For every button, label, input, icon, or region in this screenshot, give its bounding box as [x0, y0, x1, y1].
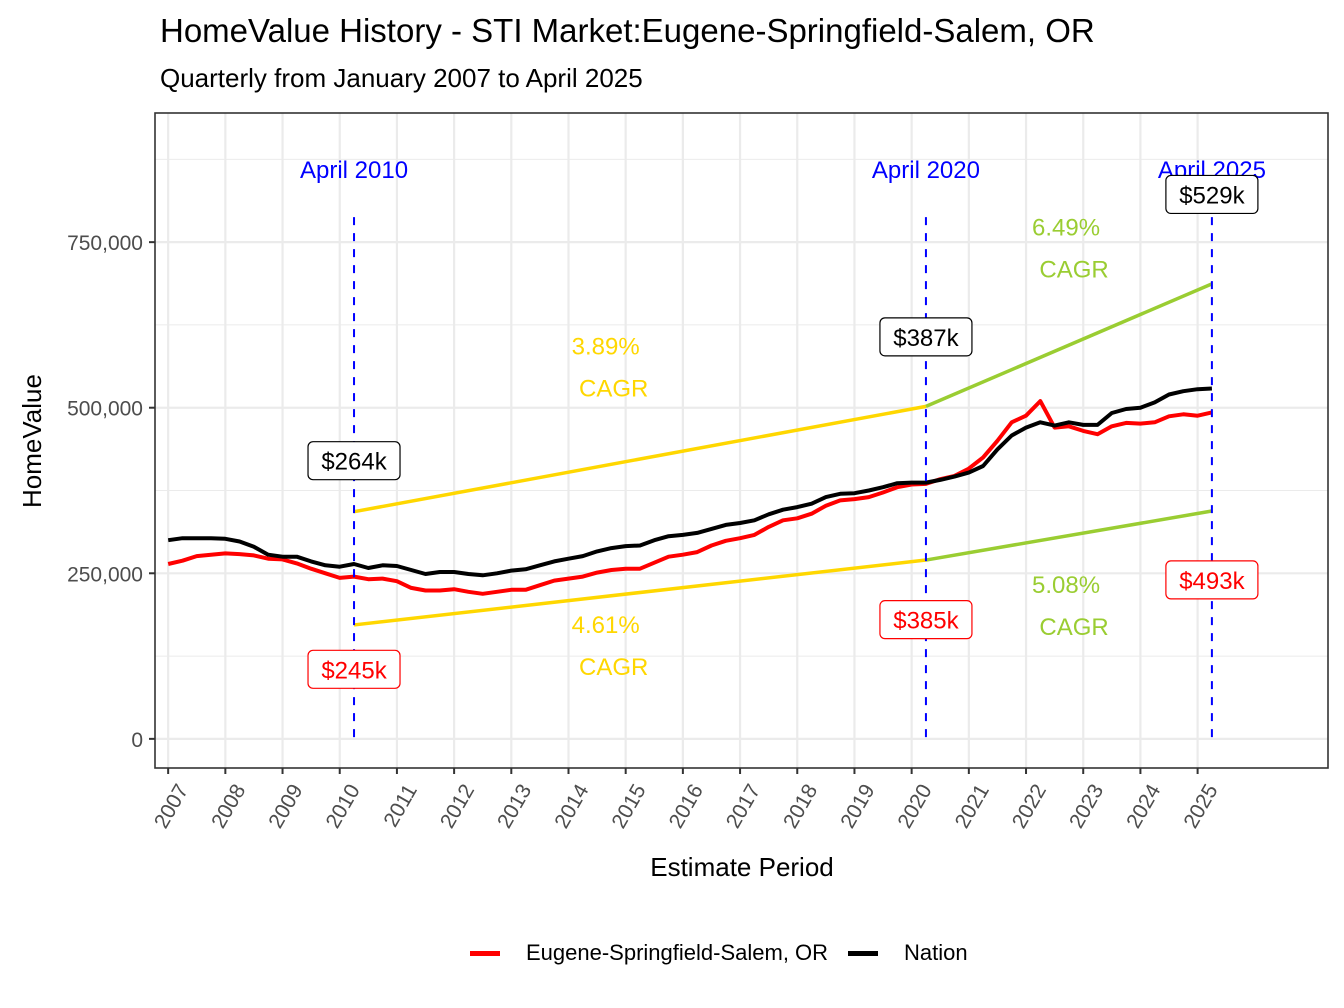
- y-tick-label: 250,000: [67, 563, 143, 586]
- series-lines: [167, 386, 1213, 596]
- value-label-box: [1165, 560, 1259, 600]
- cagr-trend-lines: [353, 282, 1213, 627]
- value-label: $245k: [307, 649, 401, 689]
- reference-line-label: April 2010: [300, 157, 408, 184]
- x-tick-label: 2021: [951, 780, 994, 832]
- value-label: $387k: [879, 317, 973, 357]
- value-label-box: [307, 441, 401, 481]
- y-axis-title: HomeValue: [17, 374, 47, 508]
- legend-key-nation: [848, 950, 879, 956]
- series-line-nation: [167, 386, 1212, 578]
- value-label-text: $245k: [321, 657, 387, 684]
- cagr-trend-line: [925, 509, 1213, 562]
- value-label-box: [307, 649, 401, 689]
- cagr-text-label: CAGR: [1039, 614, 1108, 641]
- value-label-text: $264k: [321, 449, 387, 476]
- x-tick-label: 2023: [1065, 780, 1108, 832]
- value-label-box: [879, 317, 973, 357]
- x-tick-label: 2016: [665, 780, 708, 832]
- legend-key-eugene: [470, 950, 500, 956]
- chart-subtitle: Quarterly from January 2007 to April 202…: [160, 63, 643, 93]
- legend-label-eugene: Eugene-Springfield-Salem, OR: [526, 940, 829, 965]
- cagr-text-label: CAGR: [579, 654, 648, 681]
- axes: 0 250,000 500,000 750,000 2007 2008 2009 2010 20…: [67, 232, 1223, 832]
- value-label-text: $387k: [893, 325, 959, 352]
- cagr-trend-line: [353, 404, 927, 514]
- series-line-eugene: [167, 399, 1213, 596]
- x-tick-label: 2007: [150, 780, 193, 832]
- value-label-text: $493k: [1179, 568, 1245, 595]
- legend-label-nation: Nation: [904, 940, 968, 965]
- value-label-box: [1165, 174, 1259, 215]
- x-tick-label: 2011: [379, 780, 422, 831]
- x-tick-label: 2014: [550, 780, 593, 832]
- y-tick-label: 0: [131, 729, 143, 752]
- x-tick-label: 2010: [322, 780, 365, 832]
- x-tick-label: 2019: [836, 780, 879, 832]
- value-label: $264k: [307, 441, 401, 481]
- chart-title: HomeValue History - STI Market:Eugene-Sp…: [160, 12, 1095, 49]
- x-axis-title: Estimate Period: [650, 852, 834, 882]
- value-label: $529k: [1165, 174, 1259, 215]
- cagr-trend-line: [353, 558, 927, 627]
- annotations: 3.89% CAGR 6.49% CAGR 4.61% CAGR 5.08% CAGR Apri…: [300, 157, 1266, 689]
- cagr-rate-label: 4.61%: [572, 612, 640, 639]
- cagr-text-label: CAGR: [579, 376, 648, 403]
- x-tick-label: 2018: [779, 780, 822, 832]
- x-tick-label: 2020: [893, 780, 936, 832]
- cagr-text-label: CAGR: [1039, 257, 1108, 284]
- plot-panel-border: [154, 112, 1329, 769]
- x-tick-label: 2017: [722, 780, 765, 832]
- y-tick-label: 500,000: [67, 398, 143, 421]
- legend-item-nation[interactable]: Nation: [848, 940, 968, 966]
- reference-line-label: April 2020: [872, 157, 980, 184]
- x-tick-label: 2022: [1008, 780, 1051, 832]
- y-tick-label: 750,000: [67, 232, 143, 255]
- x-tick-label: 2009: [264, 780, 307, 832]
- value-label: $385k: [879, 600, 973, 640]
- legend-item-eugene[interactable]: Eugene-Springfield-Salem, OR: [470, 940, 828, 966]
- x-tick-label: 2012: [436, 780, 479, 832]
- cagr-rate-label: 5.08%: [1032, 572, 1100, 599]
- cagr-rate-label: 3.89%: [572, 334, 640, 361]
- value-label-box: [879, 600, 973, 640]
- x-tick-label: 2025: [1179, 780, 1222, 832]
- x-tick-label: 2008: [207, 780, 250, 832]
- x-tick-label: 2013: [493, 780, 536, 832]
- cagr-rate-label: 6.49%: [1032, 215, 1100, 242]
- value-label: $493k: [1165, 560, 1259, 600]
- cagr-trend-line: [925, 282, 1213, 409]
- x-tick-label: 2015: [607, 780, 650, 832]
- legend: Eugene-Springfield-Salem, OR Nation: [470, 940, 988, 966]
- value-label-text: $529k: [1179, 182, 1245, 209]
- value-label-text: $385k: [893, 608, 959, 635]
- x-tick-label: 2024: [1122, 780, 1165, 832]
